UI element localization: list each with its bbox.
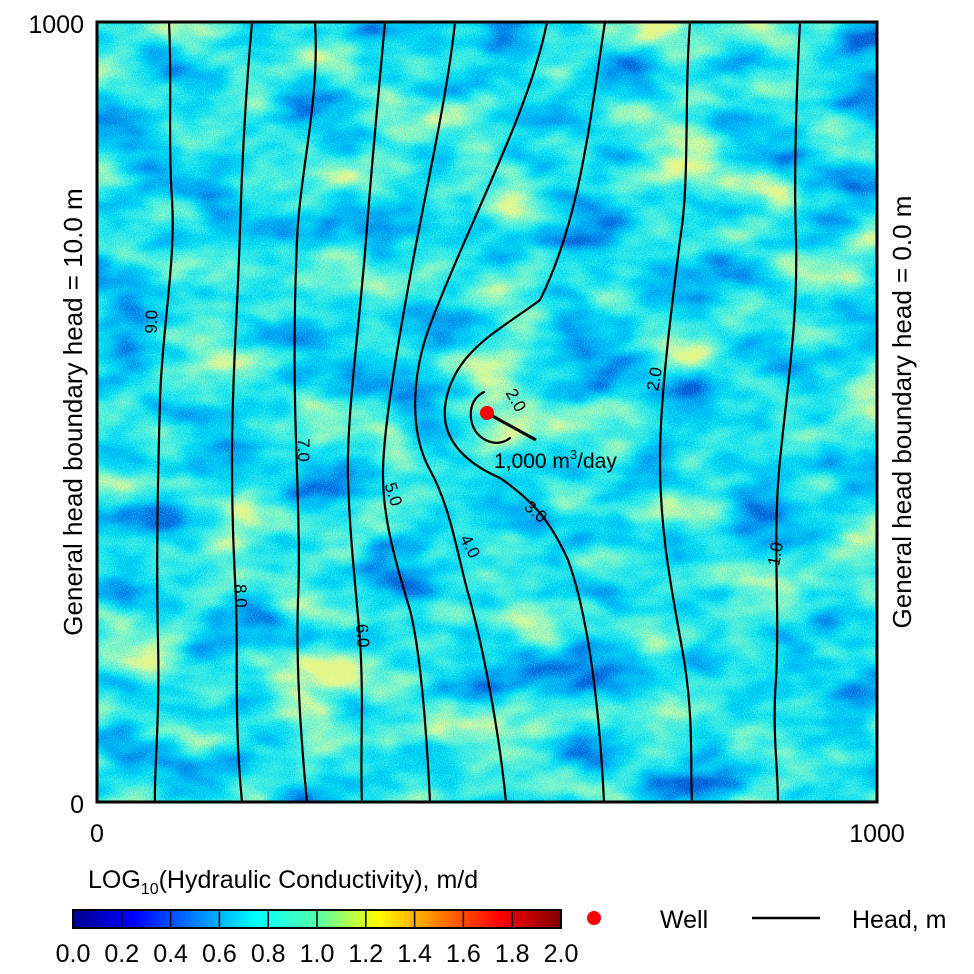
contour-4: [414, 22, 549, 802]
x-axis-right-label: 1000: [849, 820, 905, 848]
colorbar-tick-label: 0.8: [251, 940, 286, 968]
y-axis-bottom-label: 0: [70, 791, 84, 819]
contour-9: [153, 22, 174, 802]
colorbar-tick-label: 1.2: [348, 940, 383, 968]
head-contours: [153, 22, 802, 802]
colorbar-tick-label: 2.0: [544, 940, 579, 968]
colorbar-tick-label: 1.0: [300, 940, 335, 968]
well-pointer-line: [486, 411, 537, 442]
legend-head-label: Head, m: [852, 906, 946, 934]
contour-label: 2.0: [643, 366, 666, 393]
colorbar-tick-label: 0.4: [153, 940, 188, 968]
colorbar-title: LOG10(Hydraulic Conductivity), m/d: [88, 866, 478, 898]
well-marker: [480, 406, 494, 420]
x-axis-left-label: 0: [90, 820, 104, 848]
contour-8: [230, 22, 254, 802]
contour-5: [381, 22, 457, 802]
right-boundary-label: General head boundary head = 0.0 m: [887, 196, 917, 629]
contour-label: 6.0: [352, 623, 373, 648]
well: 1,000 m3/day: [480, 406, 617, 473]
contour-1: [773, 22, 802, 802]
colorbar-tick-label: 0.0: [56, 940, 91, 968]
colorbar-tick-label: 1.6: [446, 940, 481, 968]
colorbar-tick-label: 0.2: [104, 940, 139, 968]
contour-label: 8.0: [231, 584, 251, 608]
colorbar-tick-label: 1.8: [495, 940, 530, 968]
colorbar: 0.0 0.2 0.4 0.6 0.8 1.0 1.2 1.4 1.6 1.8 2.0: [56, 909, 579, 968]
y-axis-top-label: 1000: [28, 11, 84, 39]
legend-well-label: Well: [660, 906, 708, 934]
colorbar-ticks: [72, 910, 562, 928]
colorbar-tick-labels: 0.0 0.2 0.4 0.6 0.8 1.0 1.2 1.4 1.6 1.8 2.0: [56, 940, 579, 968]
left-boundary-label: General head boundary head = 10.0 m: [58, 188, 88, 635]
plot-frame: [95, 20, 879, 804]
colorbar-tick-label: 0.6: [202, 940, 237, 968]
contour-label: 9.0: [142, 310, 162, 334]
contour-7: [293, 22, 317, 802]
contour-2-inner: [469, 390, 512, 444]
colorbar-tick-label: 1.4: [397, 940, 432, 968]
legend-well-marker: [587, 911, 601, 925]
contour-3: [443, 22, 607, 802]
well-rate-label: 1,000 m3/day: [494, 447, 617, 473]
contour-label: 7.0: [294, 438, 313, 462]
contour-2: [658, 22, 694, 802]
legend: Well Head, m: [587, 906, 946, 934]
contour-label: 1.0: [764, 541, 787, 568]
contour-6: [346, 22, 387, 802]
